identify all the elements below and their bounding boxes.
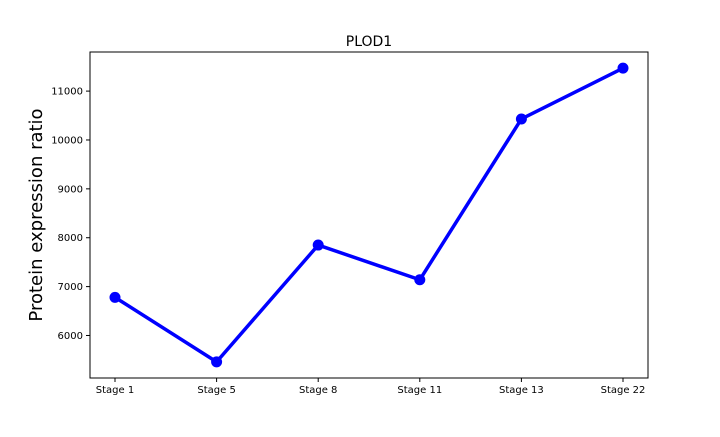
x-tick-label: Stage 5: [197, 385, 235, 396]
y-axis-label: Protein expression ratio: [26, 108, 47, 321]
data-point: [515, 113, 527, 125]
x-tick-label: Stage 22: [601, 385, 646, 396]
chart-title: PLOD1: [346, 34, 392, 50]
y-tick-label: 11000: [51, 87, 83, 98]
data-point: [617, 62, 629, 74]
x-tick-label: Stage 13: [499, 385, 544, 396]
plot-frame: [89, 51, 649, 379]
y-axis-ticks: 6000 7000 8000 9000 10000 11000: [51, 87, 90, 342]
data-point: [312, 239, 324, 251]
series-layer: [109, 62, 629, 368]
data-point: [414, 274, 426, 286]
y-tick-label: 8000: [58, 233, 83, 244]
data-point: [109, 291, 121, 303]
y-tick-label: 6000: [58, 331, 83, 342]
data-point: [211, 356, 223, 368]
y-tick-label: 10000: [51, 135, 83, 146]
y-tick-label: 9000: [58, 184, 83, 195]
x-axis-ticks: Stage 1 Stage 5 Stage 8 Stage 11 Stage 13 Sta…: [96, 378, 646, 396]
x-tick-label: Stage 11: [397, 385, 442, 396]
x-tick-label: Stage 1: [96, 385, 134, 396]
series-line: [113, 66, 625, 364]
y-tick-label: 7000: [58, 282, 83, 293]
x-tick-label: Stage 8: [299, 385, 337, 396]
